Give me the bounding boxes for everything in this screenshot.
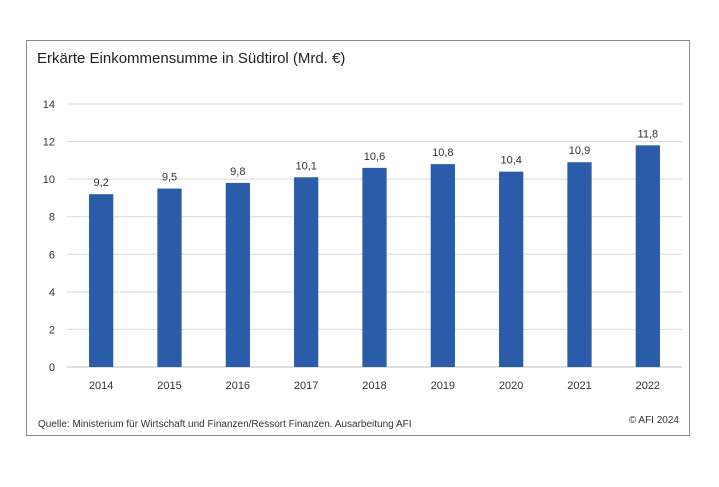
y-tick-label: 12 xyxy=(43,137,55,149)
data-label: 10,9 xyxy=(569,145,590,157)
data-label: 10,6 xyxy=(364,151,385,163)
x-tick-label: 2018 xyxy=(362,380,386,392)
data-label: 10,1 xyxy=(295,160,316,172)
x-tick-label: 2016 xyxy=(226,380,250,392)
source-note: Quelle: Ministerium für Wirtschaft und F… xyxy=(38,419,412,430)
data-label: 10,4 xyxy=(500,155,521,167)
bar xyxy=(635,145,660,367)
data-label: 9,8 xyxy=(230,166,245,178)
bar xyxy=(294,177,319,367)
chart-title: Erkärte Einkommensumme in Südtirol (Mrd.… xyxy=(37,50,346,67)
y-tick-label: 4 xyxy=(49,287,55,299)
bar xyxy=(362,167,387,367)
data-label: 9,2 xyxy=(94,177,109,189)
x-tick-label: 2019 xyxy=(431,380,455,392)
bar xyxy=(89,194,114,367)
x-tick-label: 2021 xyxy=(567,380,591,392)
bar xyxy=(567,162,592,367)
data-label: 11,8 xyxy=(638,128,659,140)
x-tick-label: 2020 xyxy=(499,380,523,392)
x-tick-label: 2015 xyxy=(157,380,181,392)
y-tick-label: 14 xyxy=(43,99,55,111)
x-tick-label: 2022 xyxy=(636,380,660,392)
bar-chart: 0 2 4 6 8 10 12 14 9,2 2014 9,5 2015 9,8 2016 10,1 2017… xyxy=(43,99,682,392)
data-label: 9,5 xyxy=(162,172,177,184)
data-label: 10,8 xyxy=(432,147,453,159)
y-tick-label: 10 xyxy=(43,174,55,186)
x-tick-label: 2017 xyxy=(294,380,318,392)
y-tick-label: 2 xyxy=(49,324,55,336)
y-tick-label: 0 xyxy=(49,362,55,374)
bar xyxy=(499,171,524,367)
x-tick-label: 2014 xyxy=(89,380,113,392)
y-tick-label: 6 xyxy=(49,249,55,261)
chart-frame: Erkärte Einkommensumme in Südtirol (Mrd.… xyxy=(26,40,690,436)
bar xyxy=(157,188,182,367)
copyright-note: © AFI 2024 xyxy=(628,415,679,426)
bar xyxy=(225,182,250,367)
y-tick-label: 8 xyxy=(49,212,55,224)
bar xyxy=(430,164,455,367)
